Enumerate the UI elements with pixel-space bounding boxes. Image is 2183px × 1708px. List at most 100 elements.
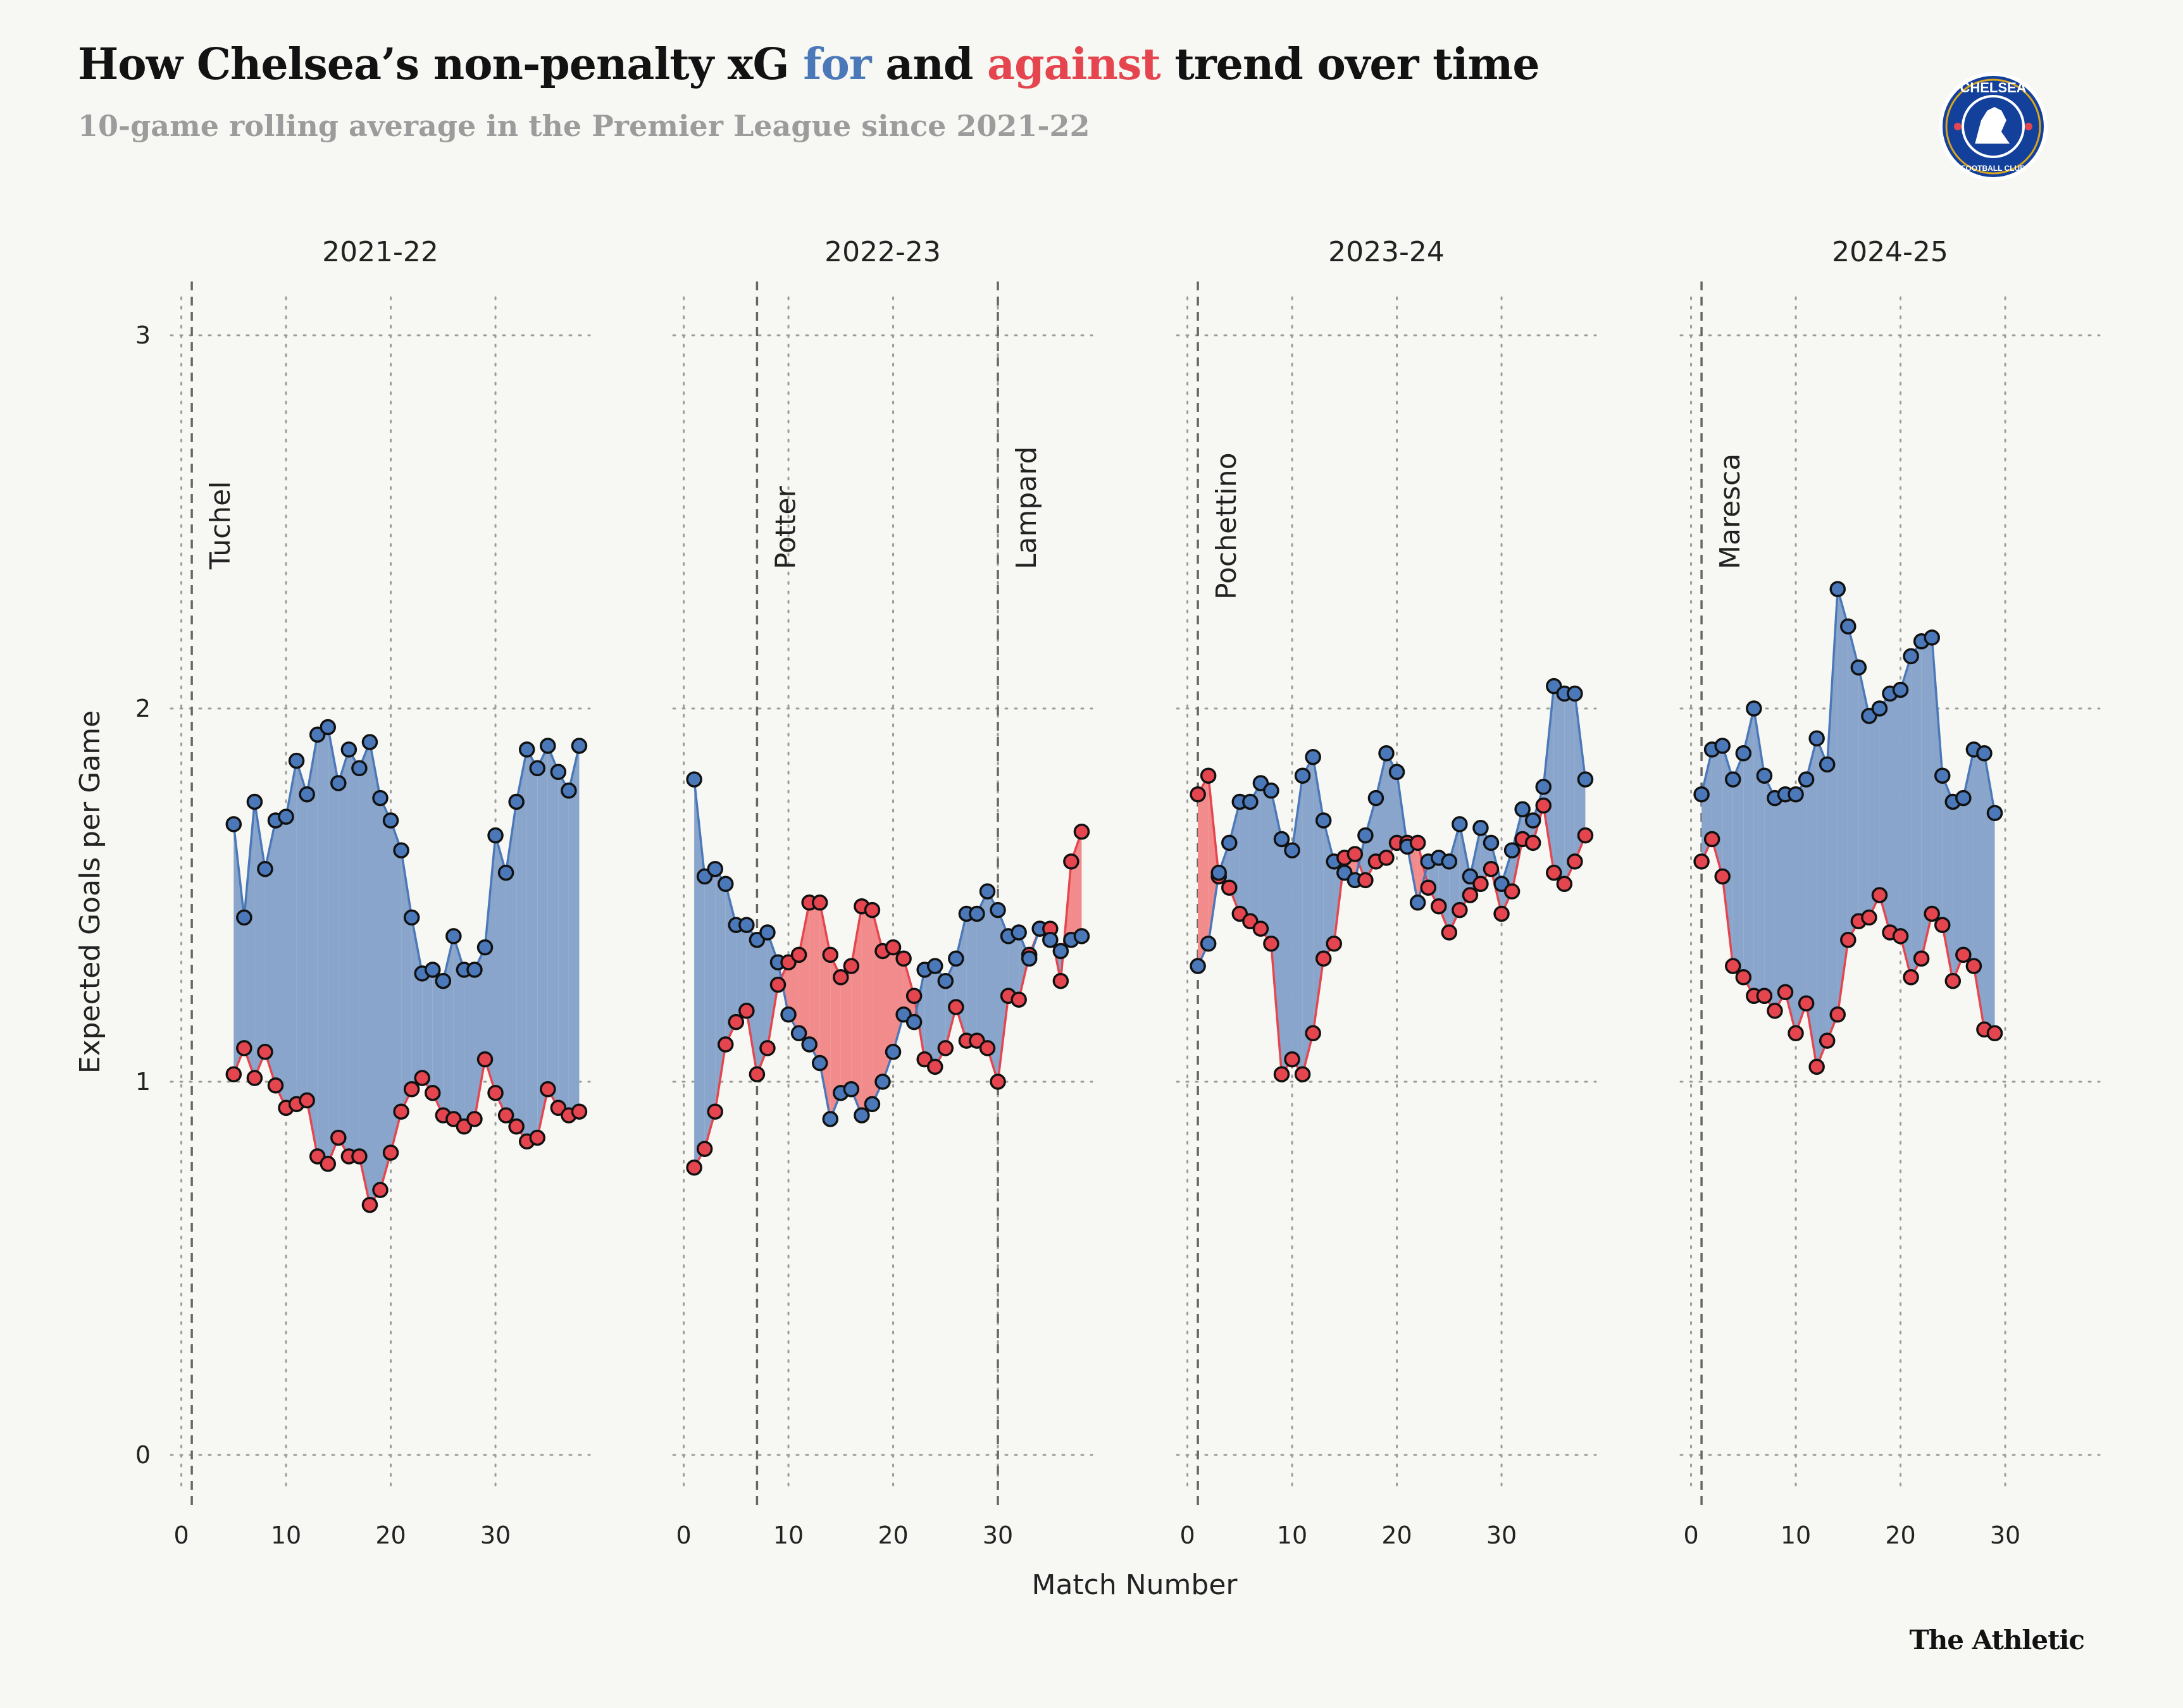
x-tick-label: 20 bbox=[878, 1521, 908, 1549]
area-for-above bbox=[1869, 709, 1880, 918]
xg-for-point bbox=[1441, 853, 1458, 870]
xg-for-point bbox=[843, 1081, 860, 1098]
area-for-above bbox=[736, 925, 747, 1022]
title-for-word: for bbox=[803, 39, 871, 90]
area-for-above bbox=[1953, 798, 1963, 981]
xg-for-point bbox=[571, 738, 588, 754]
manager-label: Pochettino bbox=[1210, 452, 1243, 600]
manager-label: Potter bbox=[769, 486, 802, 569]
xg-against-point bbox=[1567, 853, 1583, 870]
area-for-above bbox=[432, 970, 444, 1116]
xg-against-point bbox=[1829, 1006, 1846, 1023]
panel-title: 2024-25 bbox=[1832, 236, 1948, 268]
xg-against-point bbox=[1577, 827, 1594, 844]
area-for-above bbox=[1271, 790, 1282, 1075]
xg-against-point bbox=[403, 1081, 420, 1098]
xg-against-point bbox=[1913, 950, 1930, 967]
xg-against-point bbox=[1871, 887, 1888, 903]
xg-against-point bbox=[1073, 823, 1090, 840]
xg-against-point bbox=[476, 1051, 494, 1068]
area-for-above bbox=[1260, 783, 1271, 944]
x-tick-label: 10 bbox=[1781, 1521, 1811, 1549]
xg-for-point bbox=[822, 1111, 838, 1127]
area-for-above bbox=[1732, 753, 1744, 977]
area-against-above bbox=[893, 947, 904, 1052]
area-for-above bbox=[328, 727, 339, 1164]
area-for-above bbox=[286, 760, 297, 1108]
xg-for-point bbox=[320, 719, 336, 736]
xg-against-point bbox=[1346, 846, 1364, 862]
x-tick-label: 0 bbox=[676, 1521, 691, 1549]
area-for-above bbox=[746, 925, 757, 1075]
xg-for-point bbox=[393, 842, 409, 858]
area-for-above bbox=[547, 746, 559, 1108]
chart-title: How Chelsea’s non-penalty xG for and aga… bbox=[78, 39, 1540, 90]
area-for-above bbox=[1019, 932, 1029, 1000]
xg-against-point bbox=[299, 1092, 315, 1109]
area-for-above bbox=[757, 932, 768, 1075]
area-against-above bbox=[809, 902, 820, 1063]
xg-against-point bbox=[885, 939, 902, 956]
xg-for-point bbox=[518, 741, 535, 758]
area-for-above bbox=[422, 970, 433, 1093]
xg-for-point bbox=[937, 972, 954, 989]
xg-against-point bbox=[540, 1081, 556, 1098]
xg-for-point bbox=[686, 771, 702, 788]
x-tick-label: 10 bbox=[1277, 1521, 1307, 1549]
xg-for-point bbox=[874, 1074, 891, 1090]
xg-for-point bbox=[540, 738, 556, 754]
xg-against-point bbox=[769, 976, 787, 993]
area-for-above bbox=[704, 869, 716, 1149]
x-tick-label: 30 bbox=[983, 1521, 1013, 1549]
chelsea-crest-logo: CHELSEA FOOTBALL CLUB bbox=[1939, 72, 2048, 181]
area-for-above bbox=[1753, 709, 1765, 996]
xg-against-point bbox=[1284, 1051, 1300, 1068]
xg-for-point bbox=[1388, 764, 1405, 781]
xg-against-point bbox=[696, 1141, 713, 1157]
xg-for-point bbox=[1503, 842, 1521, 858]
xg-against-point bbox=[718, 1036, 734, 1053]
xg-against-point bbox=[425, 1084, 441, 1101]
xg-against-point bbox=[1735, 969, 1752, 986]
xg-against-point bbox=[236, 1040, 252, 1056]
xg-for-point bbox=[225, 816, 242, 832]
xg-against-point bbox=[790, 946, 807, 963]
area-for-above bbox=[1553, 686, 1565, 884]
xg-against-point bbox=[1420, 879, 1436, 896]
xg-for-point bbox=[707, 860, 723, 877]
area-for-above bbox=[558, 772, 569, 1116]
xg-for-point bbox=[1021, 950, 1038, 967]
xg-for-point bbox=[246, 793, 263, 810]
xg-against-point bbox=[822, 946, 838, 963]
xg-against-point bbox=[1315, 950, 1332, 967]
chart-subtitle: 10-game rolling average in the Premier L… bbox=[78, 109, 1090, 143]
xg-for-point bbox=[299, 786, 315, 803]
area-for-above bbox=[976, 891, 988, 1048]
x-axis-label: Match Number bbox=[1032, 1569, 1238, 1601]
xg-for-point bbox=[1955, 789, 1972, 807]
area-against-above bbox=[799, 902, 810, 1044]
area-for-above bbox=[317, 727, 328, 1164]
area-for-above bbox=[1281, 839, 1293, 1075]
area-for-above bbox=[1785, 794, 1796, 1034]
xg-for-point bbox=[790, 1025, 807, 1042]
xg-against-point bbox=[487, 1084, 504, 1101]
xg-against-point bbox=[1861, 909, 1877, 926]
xg-against-point bbox=[905, 987, 923, 1005]
xg-against-point bbox=[1955, 946, 1972, 963]
area-for-above bbox=[1543, 686, 1554, 873]
area-for-above bbox=[526, 749, 538, 1142]
xg-against-point bbox=[833, 969, 849, 986]
area-for-above bbox=[390, 820, 402, 1153]
x-tick-label: 30 bbox=[480, 1521, 511, 1549]
xg-against-point bbox=[1986, 1025, 2003, 1042]
xg-against-point bbox=[728, 1013, 745, 1030]
xg-against-point bbox=[979, 1040, 996, 1056]
publisher-brand: The Athletic bbox=[1909, 1624, 2085, 1655]
xg-against-point bbox=[257, 1044, 273, 1060]
xg-against-point bbox=[686, 1159, 702, 1176]
xg-for-point bbox=[718, 876, 734, 893]
x-tick-label: 0 bbox=[1179, 1521, 1195, 1549]
xg-against-point bbox=[351, 1148, 368, 1165]
xg-against-point bbox=[1252, 920, 1269, 937]
